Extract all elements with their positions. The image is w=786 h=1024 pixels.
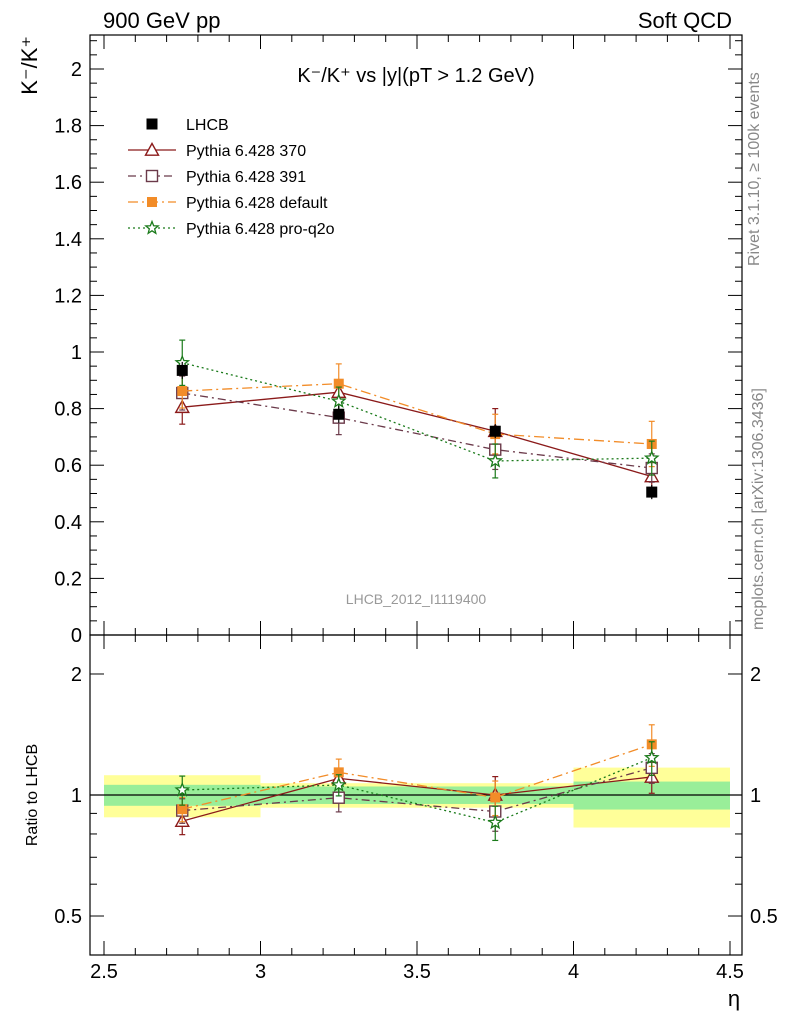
- y-tick-label: 1.2: [54, 285, 82, 307]
- plot-watermark: LHCB_2012_I1119400: [346, 591, 487, 607]
- series-point: [177, 386, 188, 397]
- y-tick-label: 0: [71, 625, 82, 647]
- y-tick-label-bottom: 1: [71, 785, 82, 807]
- y-tick-label-bottom-right: 2: [750, 664, 761, 686]
- y-tick-label: 0.4: [54, 512, 82, 534]
- legend-label: Pythia 6.428 370: [186, 143, 306, 160]
- y-tick-label: 0.8: [54, 399, 82, 421]
- x-tick-label: 3.5: [403, 961, 431, 983]
- legend-marker: [144, 142, 160, 156]
- chart-text: 2.5 3 3.5 4 4.5 0 0.2 0.4 0.6 0.8 1 1.2 1.4 1.6 1.8 2 0.…: [17, 36, 778, 1011]
- x-tick-label: 3: [255, 961, 266, 983]
- data-points: [176, 361, 658, 500]
- chart-title: K⁻/K⁺ vs |y|(pT > 1.2 GeV): [297, 65, 534, 87]
- y-tick-label-bottom: 2: [71, 664, 82, 686]
- data-point: [646, 486, 658, 498]
- x-axis-label: η: [728, 986, 740, 1011]
- legend-item: Pythia 6.428 391: [128, 169, 306, 186]
- legend-item: Pythia 6.428 default: [128, 195, 328, 212]
- y-tick-label-bottom-right: 0.5: [750, 906, 778, 928]
- legend-label: LHCB: [186, 117, 229, 134]
- y-axis-label-top: K⁻/K⁺: [17, 36, 42, 95]
- y-tick-label: 0.6: [54, 455, 82, 477]
- y-tick-label-bottom-right: 1: [750, 785, 761, 807]
- legend-marker: [144, 219, 160, 235]
- series-line: [182, 383, 652, 445]
- y-tick-label-bottom: 0.5: [54, 906, 82, 928]
- series-ratio-point: [487, 814, 504, 830]
- data-point: [176, 364, 188, 376]
- header-left: 900 GeV pp: [103, 8, 221, 33]
- ratio-bands: [104, 767, 730, 828]
- y-tick-label: 1.4: [54, 229, 82, 251]
- series-point: [487, 452, 504, 468]
- x-tick-label: 4: [568, 961, 579, 983]
- legend-item: Pythia 6.428 370: [128, 142, 306, 160]
- y-tick-label: 1.6: [54, 172, 82, 194]
- series-line: [182, 362, 652, 462]
- series-ratio-point: [174, 781, 191, 797]
- legend: LHCB Pythia 6.428 370 Pythia 6.428 391 Pyth…: [128, 117, 335, 238]
- y-tick-label: 1: [71, 342, 82, 364]
- y-tick-label: 1.8: [54, 116, 82, 138]
- y-axis-label-bottom: Ratio to LHCB: [24, 744, 41, 846]
- axes: [89, 34, 743, 956]
- series-line: [182, 391, 652, 478]
- legend-item: LHCB: [146, 117, 229, 134]
- legend-label: Pythia 6.428 391: [186, 169, 306, 186]
- legend-label: Pythia 6.428 pro-q2o: [186, 221, 335, 238]
- header-right: Soft QCD: [637, 8, 732, 33]
- series-ratio-line: [182, 743, 652, 810]
- series-ratio-point: [490, 792, 501, 803]
- legend-marker: [147, 197, 157, 207]
- data-point: [333, 408, 345, 420]
- series-line: [182, 392, 652, 469]
- series-ratio-point: [643, 749, 660, 765]
- data-point: [489, 425, 501, 437]
- legend-item: Pythia 6.428 pro-q2o: [128, 219, 335, 238]
- series-ratio-line: [182, 767, 652, 813]
- series-point: [330, 392, 347, 408]
- x-tick-label: 4.5: [716, 961, 744, 983]
- x-tick-label: 2.5: [90, 961, 118, 983]
- series-point: [643, 449, 660, 465]
- series-ratio-line: [182, 776, 652, 822]
- y-tick-label: 2: [71, 59, 82, 81]
- legend-marker: [145, 169, 159, 183]
- series-ratio-point: [330, 776, 347, 792]
- series-ratio-point: [177, 804, 188, 815]
- legend-label: Pythia 6.428 default: [186, 195, 328, 212]
- legend-marker: [146, 118, 158, 130]
- y-tick-label: 0.2: [54, 568, 82, 590]
